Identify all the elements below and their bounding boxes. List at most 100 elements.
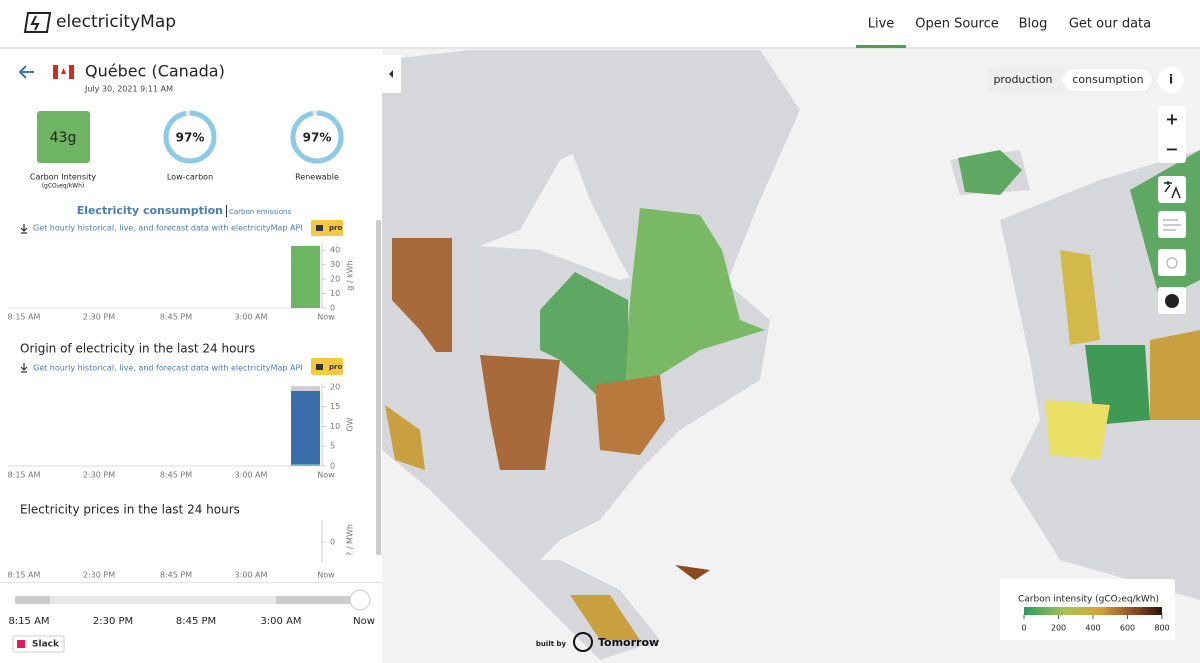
- y-tick-label: 0: [330, 462, 335, 471]
- api-link[interactable]: Get hourly historical, live, and forecas…: [33, 224, 303, 233]
- y-axis-label: ? / MWh: [346, 524, 355, 556]
- lock-icon: [316, 225, 323, 231]
- timeline-label: 8:15 AM: [8, 616, 49, 627]
- x-tick-label: 8:15 AM: [8, 571, 41, 580]
- kpi-value: 97%: [303, 131, 332, 145]
- download-icon: [20, 363, 28, 373]
- sponsor-logo: [573, 632, 593, 652]
- y-tick-label: 30: [330, 260, 340, 269]
- zoom-controls: [1158, 106, 1186, 163]
- timeline-label: Now: [353, 616, 375, 627]
- region-uk[interactable]: [1060, 250, 1100, 345]
- mode-active: [1063, 69, 1152, 91]
- timeline-label: 8:45 PM: [176, 616, 216, 627]
- sponsor[interactable]: Tomorrow: [598, 636, 659, 649]
- y-tick-label: 0: [330, 538, 335, 547]
- x-tick-label: 2:30 PM: [83, 313, 115, 322]
- x-tick-label: 3:00 AM: [235, 471, 268, 480]
- y-tick-label: 10: [330, 422, 340, 431]
- mode-option[interactable]: consumption: [1072, 73, 1143, 86]
- region-midwest[interactable]: [480, 355, 560, 470]
- region-caribbean[interactable]: [675, 565, 710, 580]
- y-tick-label: 5: [330, 442, 335, 451]
- x-tick-label: 2:30 PM: [83, 471, 115, 480]
- nav-link[interactable]: Live: [868, 17, 895, 32]
- back-button[interactable]: [18, 65, 34, 79]
- flag-part: [53, 65, 58, 79]
- nav-link[interactable]: Open Source: [915, 17, 999, 32]
- divider: [0, 582, 382, 583]
- slack-button[interactable]: [12, 635, 65, 653]
- timeline-label: 3:00 AM: [260, 616, 301, 627]
- language-icon: [1164, 181, 1181, 199]
- legend-title: Carbon intensity (gCO₂eq/kWh): [1018, 595, 1159, 605]
- ring: [163, 110, 217, 164]
- bar-segment: [291, 464, 320, 466]
- x-tick-label: 8:45 PM: [160, 571, 192, 580]
- x-tick-label: 8:45 PM: [160, 313, 192, 322]
- nav-link[interactable]: Blog: [1019, 17, 1048, 32]
- legend-tick-label: 400: [1085, 624, 1100, 633]
- nav-link[interactable]: Get our data: [1069, 17, 1151, 32]
- x-tick-label: 3:00 AM: [235, 571, 268, 580]
- y-tick-label: 20: [330, 275, 340, 284]
- y-tick-label: 10: [330, 289, 340, 298]
- region-east[interactable]: [595, 375, 665, 455]
- region-spain[interactable]: [1045, 400, 1110, 460]
- solar-button[interactable]: [1158, 249, 1186, 276]
- timeline-label: 2:30 PM: [93, 616, 133, 627]
- y-tick-label: 0: [330, 304, 335, 313]
- zoom-out[interactable]: −: [1165, 140, 1178, 159]
- info-button[interactable]: [1158, 67, 1184, 93]
- scrollbar[interactable]: [376, 220, 381, 555]
- region-iceland[interactable]: [958, 150, 1022, 195]
- tab[interactable]: Carbon emissions: [229, 208, 291, 216]
- kpi-value: 97%: [176, 131, 205, 145]
- api-link[interactable]: Get hourly historical, live, and forecas…: [33, 364, 303, 373]
- slack-label: Slack: [32, 640, 60, 650]
- region-alberta[interactable]: [392, 238, 452, 352]
- zone-name: Québec (Canada): [85, 62, 225, 81]
- y-tick-label: 15: [330, 402, 340, 411]
- region-quebec[interactable]: [625, 208, 765, 395]
- x-tick-label: 8:15 AM: [8, 313, 41, 322]
- language-button[interactable]: [1158, 176, 1186, 203]
- zoom-in[interactable]: +: [1165, 110, 1178, 129]
- tab-separator: [226, 205, 227, 217]
- x-tick-label: 2:30 PM: [83, 571, 115, 580]
- x-tick-label: Now: [317, 471, 335, 480]
- y-axis-label: GW: [346, 417, 355, 431]
- download-icon: [20, 224, 28, 234]
- ring: [290, 110, 344, 164]
- solar-icon: [1166, 257, 1178, 269]
- bar: [291, 245, 320, 308]
- chart-title: Origin of electricity in the last 24 hou…: [20, 342, 255, 356]
- bar-segment: [291, 390, 320, 465]
- header-shadow: [0, 47, 1200, 49]
- timeline-handle[interactable]: [349, 589, 371, 611]
- kpi-box: [37, 111, 90, 163]
- header: [0, 0, 1200, 48]
- pro-badge[interactable]: [311, 358, 343, 375]
- logo-icon: [23, 12, 52, 33]
- region-california[interactable]: [385, 405, 425, 470]
- tab-active[interactable]: Electricity consumption: [77, 204, 223, 217]
- mode-option[interactable]: production: [993, 73, 1052, 86]
- kpi-unit: (gCO₂eq/kWh): [42, 183, 85, 190]
- x-tick-label: Now: [317, 571, 335, 580]
- brand[interactable]: electricityMap: [56, 12, 176, 32]
- collapse-icon: [389, 70, 393, 78]
- region-ontario[interactable]: [540, 272, 630, 410]
- info-label: i: [1169, 73, 1173, 87]
- x-tick-label: 8:45 PM: [160, 471, 192, 480]
- datetime: July 30, 2021 9:11 AM: [84, 85, 173, 94]
- pro-badge[interactable]: [311, 220, 343, 236]
- built-by: built by: [536, 640, 567, 648]
- y-tick-label: 40: [330, 246, 340, 255]
- region-central-america[interactable]: [570, 595, 640, 640]
- kpi-label: Carbon Intensity: [30, 173, 96, 182]
- region-central-europe[interactable]: [1150, 330, 1200, 420]
- x-tick-label: 3:00 AM: [235, 313, 268, 322]
